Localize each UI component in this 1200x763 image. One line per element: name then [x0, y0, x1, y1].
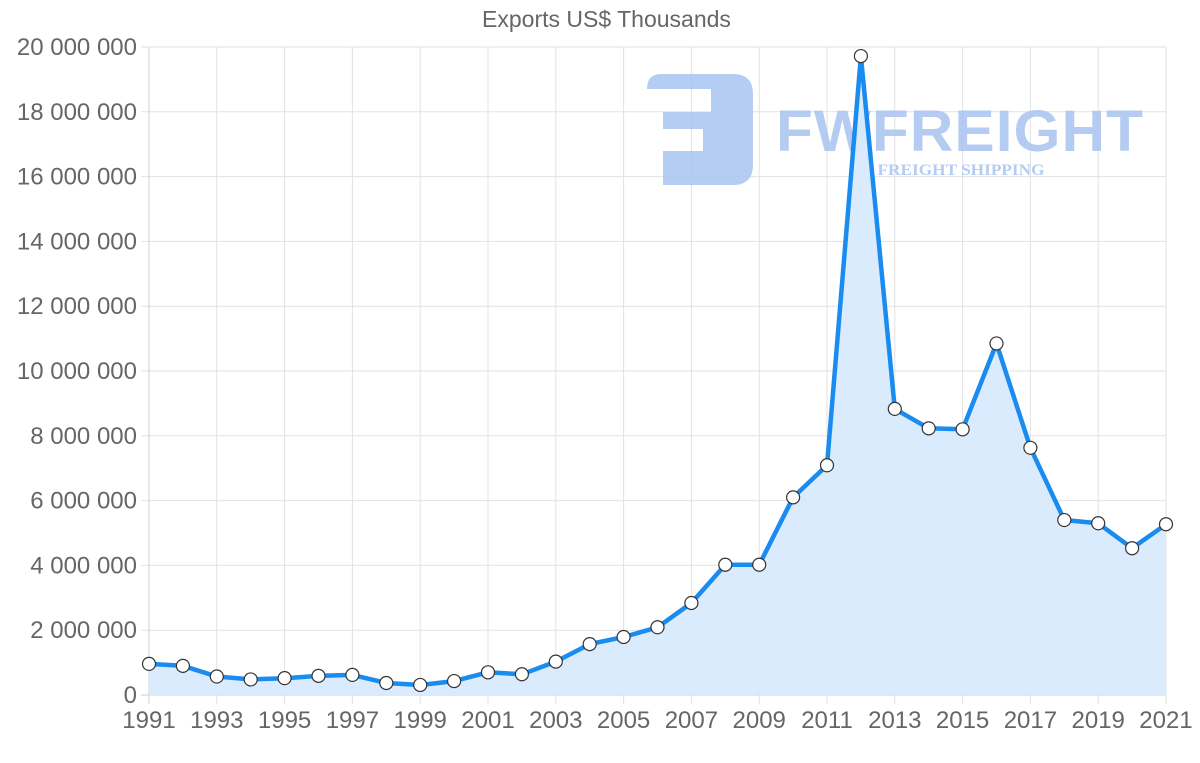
y-tick-label: 20 000 000 [17, 34, 137, 61]
data-point[interactable] [209, 669, 224, 684]
data-point[interactable] [921, 421, 936, 436]
x-tick-label: 2001 [461, 707, 514, 734]
x-tick-label: 1999 [394, 707, 447, 734]
data-point[interactable] [650, 620, 665, 635]
fwfreight-logo-icon [647, 74, 753, 185]
data-point[interactable] [175, 658, 190, 673]
data-point[interactable] [718, 557, 733, 572]
data-point[interactable] [141, 656, 157, 671]
data-points [141, 48, 1174, 693]
y-tick-label: 6 000 000 [30, 488, 137, 515]
data-point[interactable] [752, 557, 767, 572]
y-tick-label: 14 000 000 [17, 228, 137, 255]
x-tick-label: 1993 [190, 707, 243, 734]
data-point[interactable] [1158, 517, 1174, 532]
data-point[interactable] [1057, 512, 1072, 528]
data-point[interactable] [616, 629, 631, 645]
data-point[interactable] [989, 336, 1004, 351]
data-point[interactable] [345, 667, 360, 683]
y-tick-label: 18 000 000 [17, 99, 137, 126]
data-point[interactable] [413, 677, 428, 693]
data-point[interactable] [447, 673, 462, 689]
x-tick-label: 2007 [665, 707, 718, 734]
data-point[interactable] [684, 595, 699, 611]
data-point[interactable] [955, 422, 970, 437]
data-point[interactable] [311, 668, 326, 683]
y-tick-label: 12 000 000 [17, 293, 137, 320]
x-tick-label: 1991 [122, 707, 175, 734]
y-tick-label: 4 000 000 [30, 552, 137, 579]
area-fill [149, 56, 1166, 696]
chart-title: Exports US$ Thousands [482, 6, 731, 32]
data-point[interactable] [819, 458, 835, 473]
data-point[interactable] [1023, 440, 1038, 455]
data-point[interactable] [582, 637, 597, 652]
x-tick-label: 1997 [326, 707, 379, 734]
x-tick-label: 2019 [1072, 707, 1125, 734]
data-point[interactable] [785, 490, 801, 505]
x-tick-label: 1995 [258, 707, 311, 734]
x-tick-label: 2017 [1004, 707, 1057, 734]
y-tick-label: 2 000 000 [30, 617, 137, 644]
data-point[interactable] [548, 654, 563, 669]
x-tick-label: 2015 [936, 707, 989, 734]
x-axis: 1991 1993 1995 1997 1999 2001 2003 2005 2007 2009… [122, 707, 1192, 734]
data-point[interactable] [277, 671, 292, 686]
x-tick-label: 2013 [868, 707, 921, 734]
y-tick-label: 0 [124, 682, 137, 709]
data-point[interactable] [887, 401, 902, 417]
x-tick-label: 2021 [1139, 707, 1192, 734]
y-tick-label: 16 000 000 [17, 164, 137, 191]
watermark-brand-text: FWFREIGHT [776, 99, 1144, 164]
data-point[interactable] [853, 48, 869, 64]
y-tick-label: 10 000 000 [17, 358, 137, 385]
data-point[interactable] [243, 672, 258, 687]
data-point[interactable] [480, 665, 496, 680]
data-point[interactable] [379, 675, 394, 691]
watermark-logo: FWFREIGHT FREIGHT SHIPPING [647, 74, 1144, 185]
data-point[interactable] [514, 667, 530, 682]
x-tick-label: 2009 [733, 707, 786, 734]
data-point[interactable] [1091, 516, 1106, 531]
y-tick-label: 8 000 000 [30, 423, 137, 450]
data-point[interactable] [1124, 541, 1140, 556]
grid-lines [141, 46, 1167, 704]
y-axis: 0 2 000 000 4 000 000 6 000 000 8 000 000 10 … [17, 34, 137, 709]
x-tick-label: 2011 [801, 707, 853, 734]
x-tick-label: 2003 [529, 707, 582, 734]
x-tick-label: 2005 [597, 707, 650, 734]
watermark-tagline-text: FREIGHT SHIPPING [878, 162, 1046, 179]
